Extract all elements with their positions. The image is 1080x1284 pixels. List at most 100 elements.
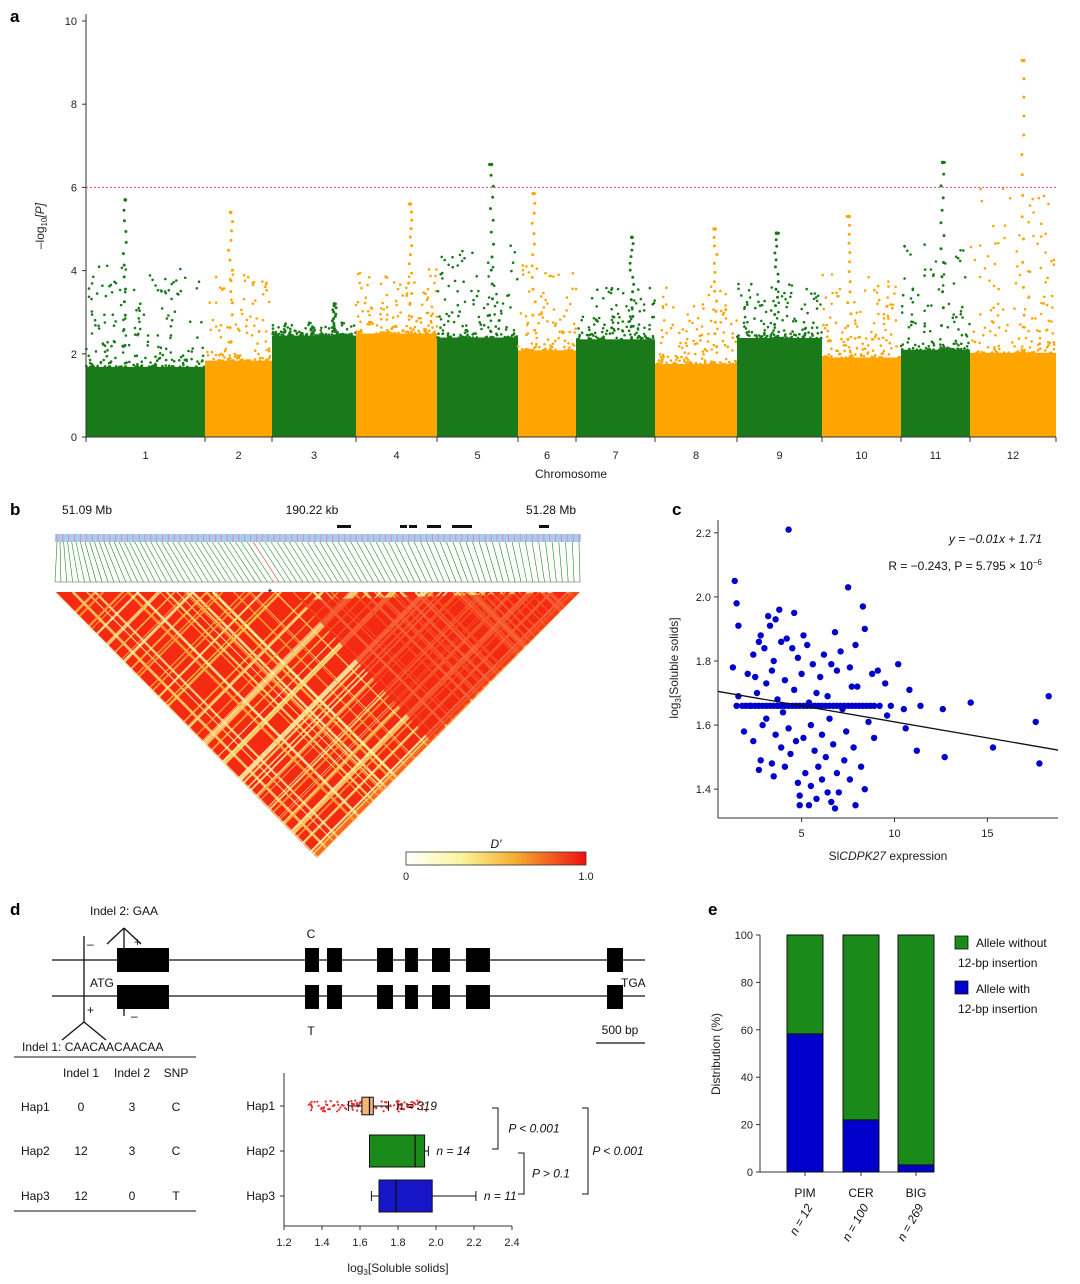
snp-point <box>1051 332 1054 335</box>
snp-point <box>90 282 94 285</box>
snp-point <box>164 277 167 281</box>
snp-point <box>103 365 107 368</box>
snp-point <box>97 327 101 330</box>
snp-point <box>111 313 115 317</box>
snp-point <box>627 329 631 333</box>
snp-point <box>491 336 495 339</box>
snp-point <box>95 292 99 295</box>
snp-point <box>577 327 580 330</box>
snp-point <box>941 348 945 352</box>
peak-point <box>228 210 233 215</box>
snp-point <box>112 324 116 328</box>
snp-point <box>360 286 363 290</box>
snp-point <box>532 242 536 246</box>
bar-y-tick: 60 <box>741 1025 753 1037</box>
snp-point <box>530 221 534 225</box>
snp-point <box>122 328 126 331</box>
snp-point <box>1028 204 1032 207</box>
snp-point <box>124 268 128 271</box>
snp-point <box>785 305 788 309</box>
panel-a-label: a <box>10 7 20 26</box>
snp-point <box>524 348 528 352</box>
snp-point <box>438 315 441 318</box>
svg-text:C: C <box>172 1144 181 1158</box>
snp-point <box>319 329 323 332</box>
snp-point <box>653 299 656 302</box>
snp-point <box>992 306 995 310</box>
snp-point <box>557 337 560 340</box>
snp-point <box>425 331 428 335</box>
scatter-point <box>844 584 852 591</box>
snp-point <box>261 293 265 296</box>
snp-point <box>772 333 776 337</box>
snp-point <box>610 288 613 292</box>
snp-point <box>434 289 438 293</box>
bar-with-insertion <box>842 1119 880 1173</box>
snp-point <box>610 307 613 311</box>
snp-point <box>697 316 700 320</box>
plus-bottom: + <box>87 1003 94 1017</box>
snp-point <box>573 331 577 334</box>
snp-point <box>672 306 675 309</box>
snp-point <box>552 321 555 324</box>
snp-point <box>461 335 465 339</box>
snp-point <box>161 353 165 357</box>
snp-point <box>830 302 833 306</box>
snp-point <box>488 313 492 317</box>
snp-point <box>983 267 987 270</box>
snp-point <box>489 230 493 234</box>
snp-point <box>211 318 215 322</box>
snp-point <box>978 275 982 279</box>
snp-point <box>887 353 891 356</box>
snp-point <box>1027 351 1031 355</box>
indel1-label: Indel 1: CAACAACAACAA <box>22 1040 163 1054</box>
snp-point <box>998 347 1001 351</box>
snp-point <box>120 365 123 368</box>
scatter-point <box>817 673 824 681</box>
dprime-colorbar <box>405 851 587 866</box>
snp-point <box>404 330 408 334</box>
scatter-point <box>785 725 792 732</box>
snp-point <box>91 364 95 368</box>
jitter-point <box>344 1107 347 1110</box>
snp-point <box>397 331 400 335</box>
snp-point <box>461 249 464 253</box>
scatter-point <box>828 661 835 668</box>
snp-point <box>499 309 503 313</box>
snp-point <box>951 316 955 320</box>
snp-point <box>201 346 204 350</box>
snp-point <box>114 281 118 285</box>
snp-point <box>706 340 710 343</box>
snp-point <box>229 238 233 242</box>
snp-point <box>694 361 698 365</box>
chromosome-tick: 11 <box>930 450 941 462</box>
snp-point <box>1018 234 1021 237</box>
snp-point <box>911 346 915 350</box>
scatter-x-label: SlCDPK27 expression <box>829 849 948 863</box>
snp-point <box>840 337 843 341</box>
snp-point <box>846 301 850 305</box>
snp-point <box>1038 342 1042 345</box>
snp-point <box>940 208 944 212</box>
snp-point <box>907 325 911 329</box>
snp-point <box>615 336 618 340</box>
panel-c-label: c <box>672 500 681 519</box>
snp-point <box>257 330 261 334</box>
snp-point <box>363 301 367 305</box>
snp-point <box>410 332 414 335</box>
snp-point <box>375 324 379 327</box>
snp-point <box>753 317 756 320</box>
snp-point <box>886 314 890 318</box>
scatter-point <box>859 603 867 610</box>
snp-point <box>146 334 150 337</box>
snp-point <box>221 353 224 357</box>
snp-point <box>900 304 904 308</box>
snp-point <box>1038 336 1042 340</box>
snp-point <box>661 353 665 357</box>
snp-point <box>605 329 609 333</box>
jitter-point <box>417 1101 420 1104</box>
snp-point <box>405 324 409 328</box>
scatter-point <box>837 648 844 655</box>
snp-point <box>891 303 895 307</box>
